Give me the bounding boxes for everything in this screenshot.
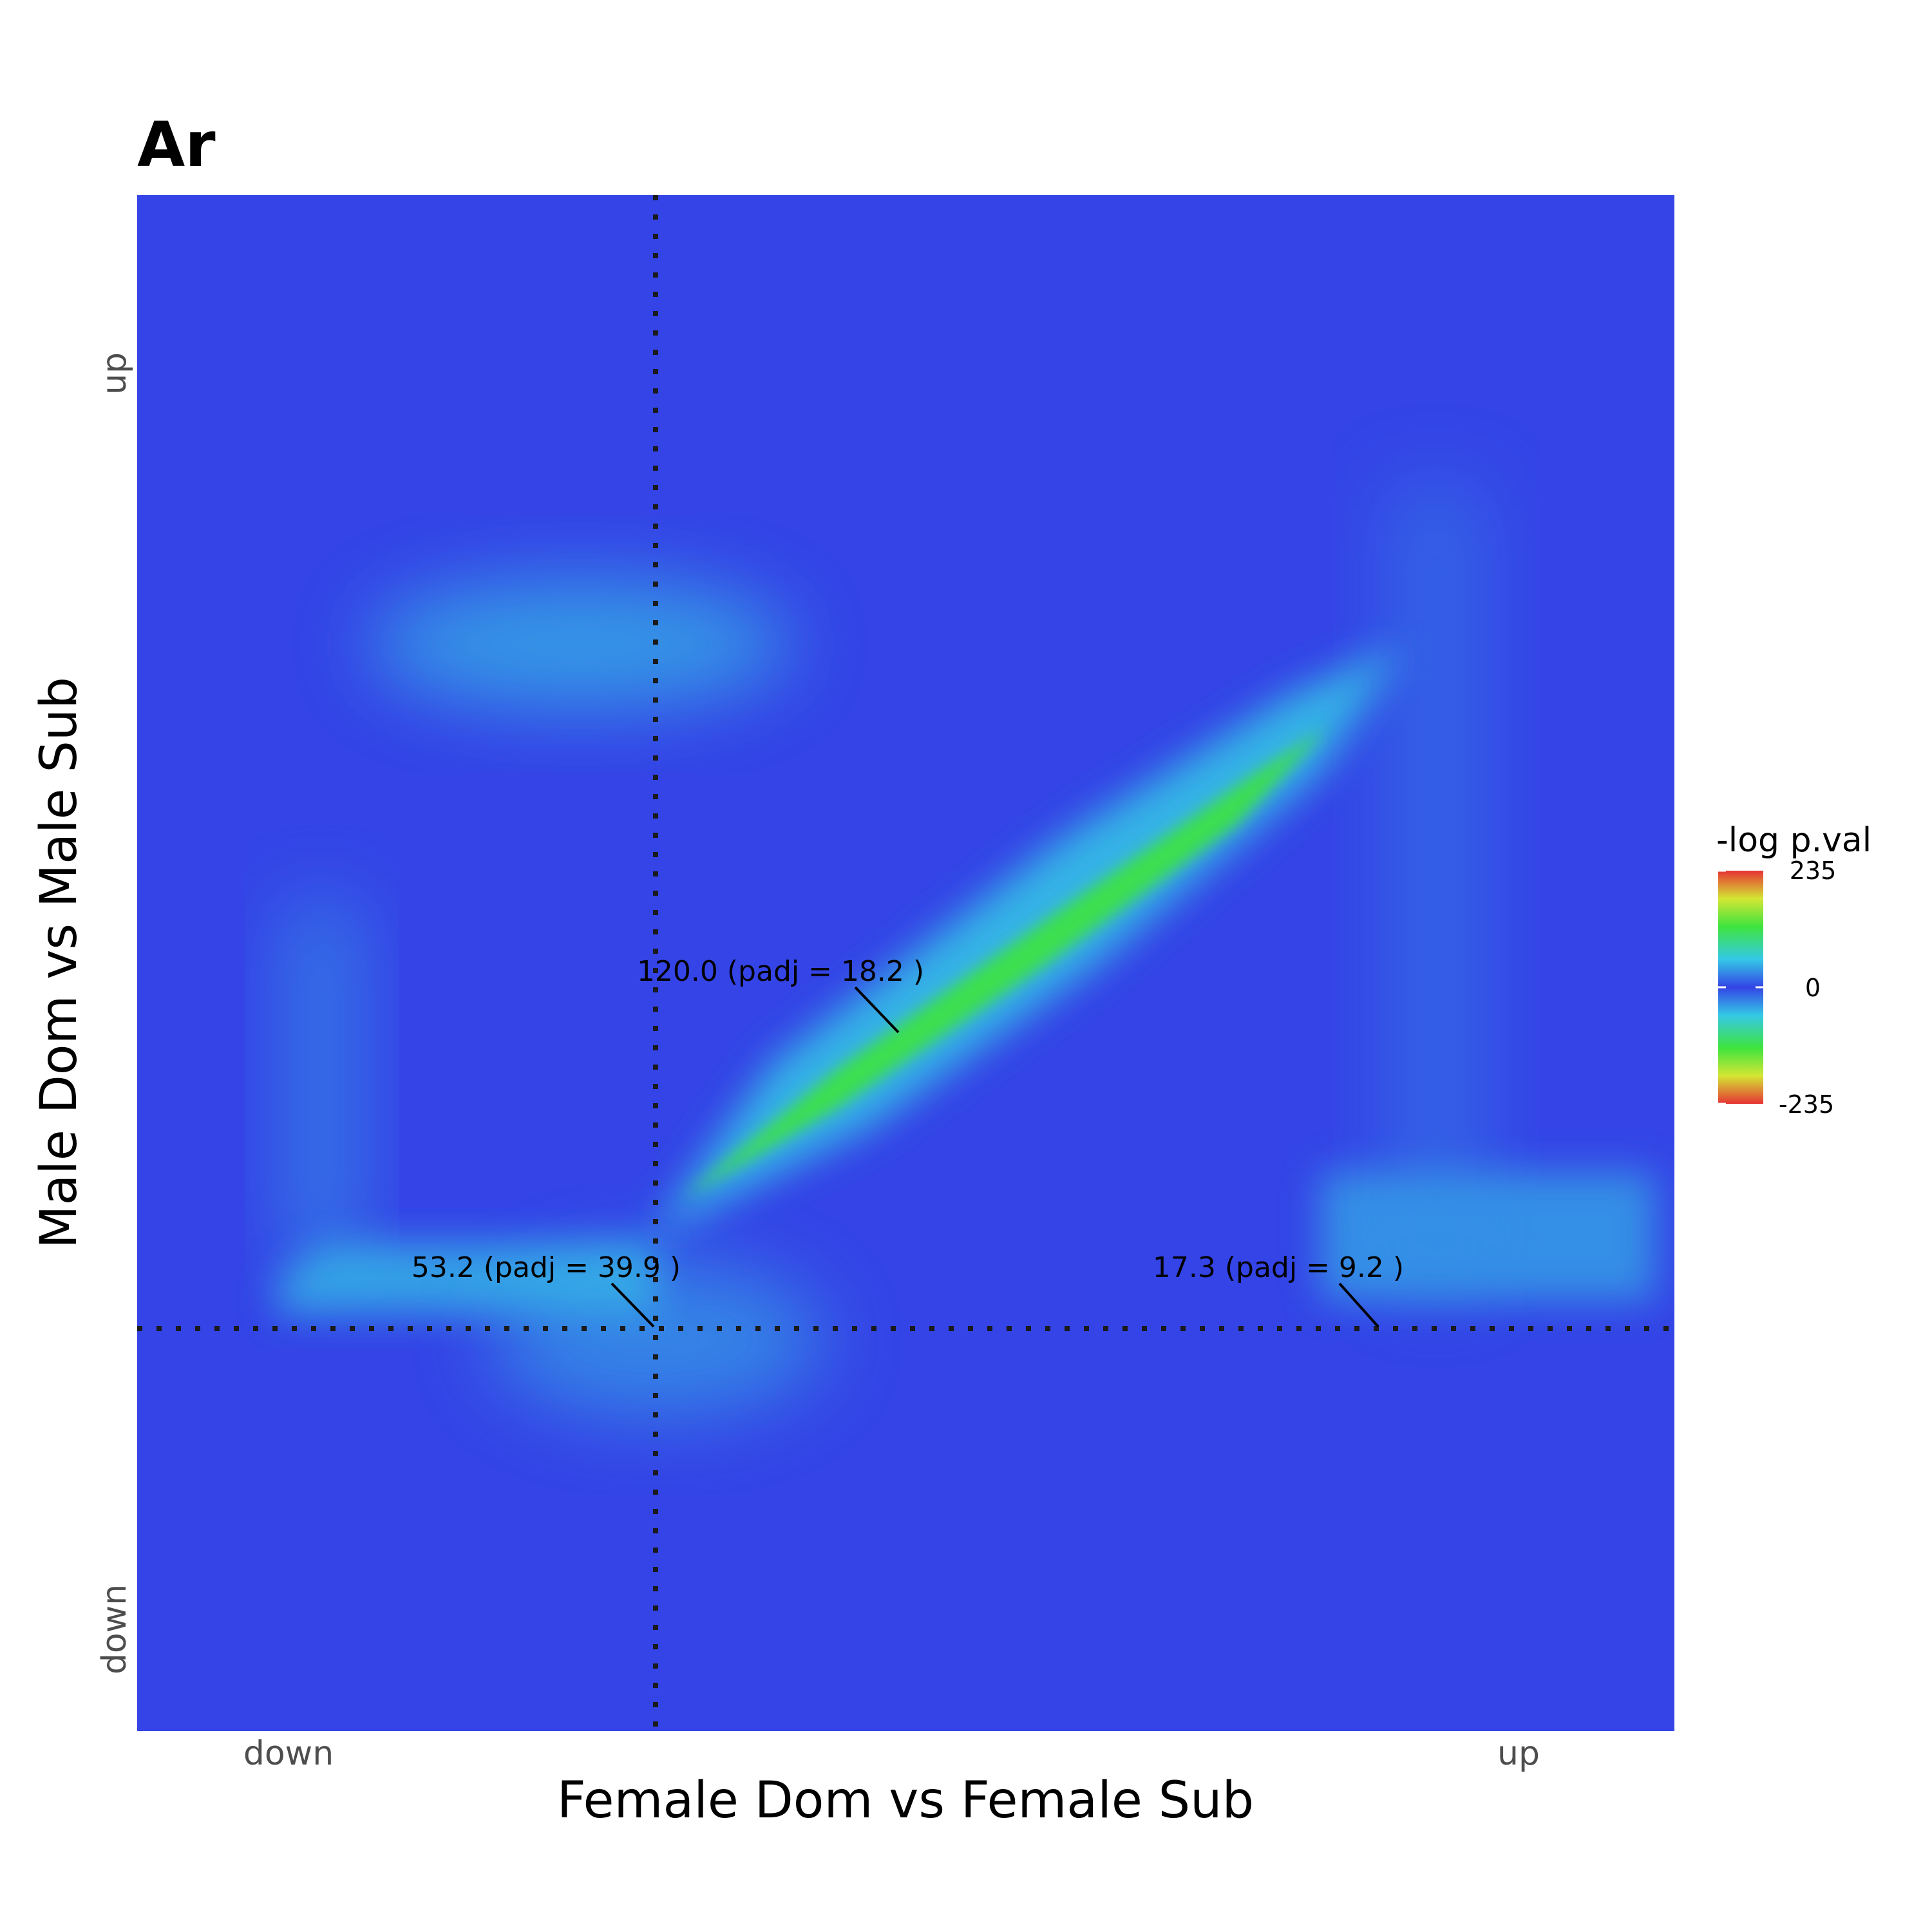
legend-title: -log p.val [1716, 821, 1871, 860]
legend-tick-bottom: -235 [1779, 1090, 1834, 1119]
y-axis-title: Male Dom vs Male Sub [30, 677, 88, 1249]
x-tick-up: up [1497, 1734, 1540, 1773]
y-tick-up: up [95, 352, 134, 395]
heatmap-glow-regions [277, 483, 1655, 1417]
heatmap-panel [137, 195, 1674, 1731]
annotation-leader-3 [1338, 1282, 1379, 1328]
heatmap-diagonal-inner [683, 728, 1327, 1198]
annotation-label-1: 120.0 (padj = 18.2 ) [637, 955, 924, 988]
legend-tick-top: 235 [1790, 857, 1837, 885]
legend-tick-mid: 0 [1805, 974, 1821, 1002]
x-tick-down: down [243, 1734, 334, 1773]
annotation-label-3: 17.3 (padj = 9.2 ) [1153, 1251, 1404, 1284]
y-tick-down: down [95, 1584, 134, 1674]
legend: -log p.val 235 0 -235 [1716, 821, 1871, 1119]
chart-title: Ar [137, 109, 216, 181]
annotation-leader-2 [611, 1282, 655, 1328]
reference-lines [137, 195, 1674, 1731]
x-axis-title: Female Dom vs Female Sub [557, 1772, 1254, 1830]
heatmap-blob-upper-left [367, 580, 792, 708]
heatmap-band-right-column [1385, 483, 1488, 1288]
annotation-label-2: 53.2 (padj = 39.9 ) [412, 1251, 681, 1284]
heatmap-band-left-column [283, 902, 361, 1262]
annotation-leader-1 [854, 986, 900, 1034]
annotations: 120.0 (padj = 18.2 ) 53.2 (padj = 39.9 )… [412, 955, 1404, 1328]
